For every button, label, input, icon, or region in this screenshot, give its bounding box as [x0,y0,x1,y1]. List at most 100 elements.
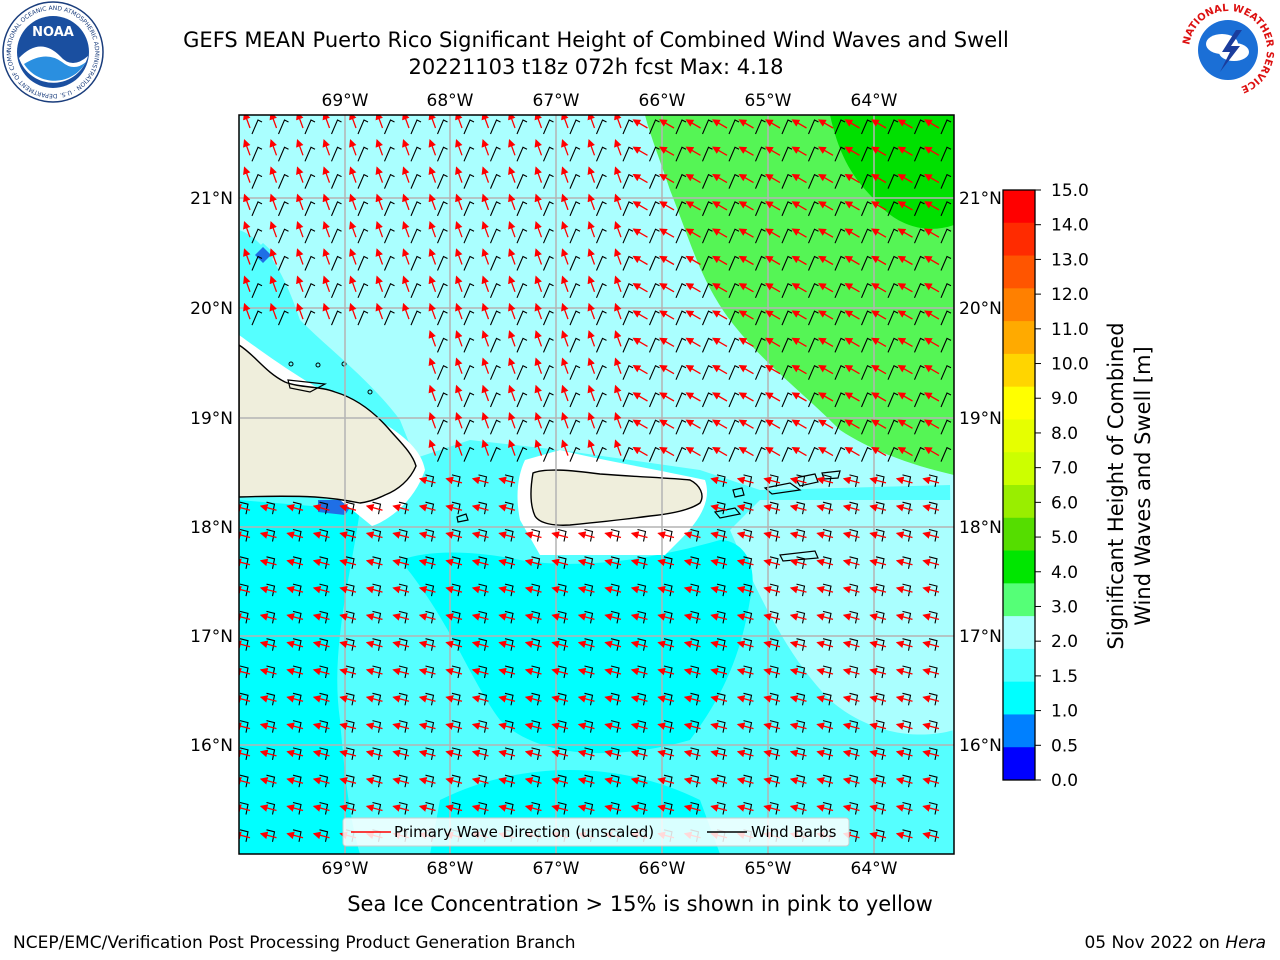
wind-barb [504,638,514,651]
wave-direction-arrow [765,146,781,156]
wave-direction-arrow [508,275,516,293]
wind-barb [622,364,634,380]
colorbar-tick-label: 0.0 [1051,771,1078,791]
wind-barb [251,310,263,326]
wave-direction-arrow [577,640,595,649]
wind-barb [807,119,819,135]
colorbar-tick-label: 11.0 [1051,320,1089,340]
wind-barb [887,146,899,162]
wind-barb [822,583,832,597]
wave-direction-arrow [428,139,437,156]
wind-barb [595,228,607,244]
wind-barb [463,310,475,326]
wind-barb [292,747,302,761]
wave-direction-arrow [339,749,357,758]
wind-barb [478,528,488,542]
wind-barb [807,364,819,380]
wave-direction-arrow [402,302,410,320]
wave-direction-arrow [508,220,516,238]
wind-barb [769,501,779,515]
wind-barb [940,337,952,353]
longitude-labels-top: 69°W 68°W 67°W 66°W 65°W 64°W [322,91,898,111]
wave-direction-arrow [561,275,569,293]
wind-barb [822,665,832,679]
wind-barb [875,556,885,569]
wind-barb [743,501,753,515]
wave-direction-arrow [763,804,781,812]
wave-direction-arrow [524,640,542,649]
wave-direction-arrow [659,446,675,457]
wave-direction-arrow [551,585,569,594]
wind-barb [410,228,422,244]
wave-direction-arrow [657,722,675,730]
wave-direction-arrow [339,776,357,785]
wind-barb [251,228,263,244]
wave-direction-arrow [375,139,384,156]
wave-direction-arrow [869,695,887,703]
wind-barb [557,610,567,624]
wind-barb [266,610,276,624]
wave-direction-arrow [498,776,516,785]
map-legend: Primary Wave Direction (unscaled) Wind B… [342,817,850,847]
wind-barb [860,228,872,244]
wave-direction-arrow [243,302,251,320]
wave-direction-arrow [685,283,701,293]
colorbar-segment [1003,747,1035,781]
wind-barb [595,337,607,353]
wind-barb [531,583,541,597]
wind-barb [345,692,355,706]
wave-direction-arrow [789,776,807,785]
wind-barb [319,774,329,788]
wind-barb [849,665,859,679]
wave-direction-arrow [312,640,330,649]
wind-barb [928,610,938,624]
wind-barb [304,255,316,271]
wind-barb [569,201,581,217]
wave-direction-arrow [455,439,463,456]
wave-direction-arrow [269,193,278,211]
wind-barb [675,283,687,299]
colorbar-tick-label: 3.0 [1051,597,1078,617]
wind-barb [239,610,249,624]
wave-direction-arrow [710,667,728,676]
wave-direction-arrow [763,476,781,485]
wave-direction-arrow [844,119,860,129]
wave-direction-arrow [738,228,754,238]
wind-barb [569,419,581,435]
wave-direction-arrow [630,804,648,812]
wave-direction-arrow [895,804,913,812]
wave-direction-arrow [871,310,887,320]
wave-direction-arrow [712,446,728,457]
colorbar-segment [1003,648,1035,683]
colorbar-tick-label: 8.0 [1051,424,1078,444]
wind-barb [304,173,316,189]
wave-direction-arrow [551,613,569,621]
wind-barb [887,337,899,353]
wave-direction-arrow [736,722,754,730]
wind-barb [728,392,740,408]
wind-barb [489,173,501,189]
wind-barb [584,692,594,706]
noaa-logo-icon: NATIONAL OCEANIC AND ATMOSPHERIC ADMINIS… [0,0,104,103]
wave-direction-arrow [243,248,251,265]
colorbar-segment [1003,583,1035,617]
wave-direction-arrow [816,613,834,621]
wind-barb [663,720,673,733]
wind-barb [743,720,753,733]
wind-barb [266,638,276,651]
wind-barb [357,228,369,244]
wave-direction-arrow [375,220,384,238]
wave-direction-arrow [269,220,278,238]
colorbar-segment [1003,550,1035,584]
wind-barb [701,419,713,435]
wind-barb [796,610,806,624]
wind-barb [266,556,276,569]
wind-barb [557,665,567,679]
wave-direction-arrow [630,695,648,703]
wave-direction-arrow [365,585,383,594]
wind-barb [595,119,607,135]
wind-barb [266,774,276,788]
wind-barb [902,692,912,706]
wind-barb [330,146,342,162]
